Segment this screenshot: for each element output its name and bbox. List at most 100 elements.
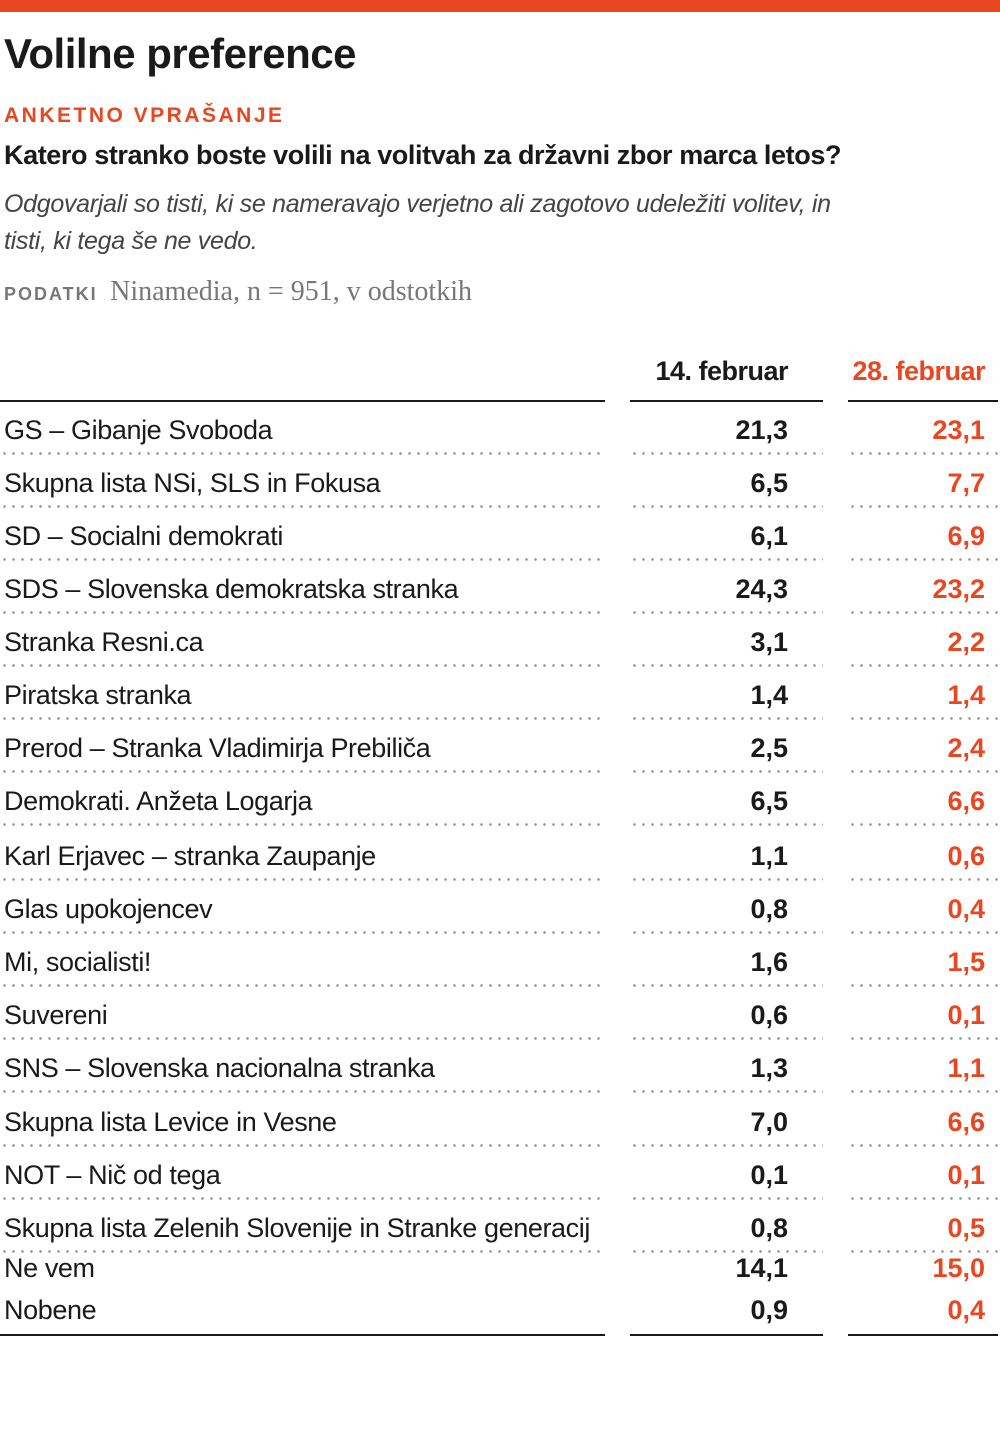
table-row: Skupna lista Levice in Vesne 7,0 6,6 — [0, 1093, 1000, 1147]
row-divider — [848, 505, 998, 508]
header-rule-party — [0, 400, 605, 402]
row-divider — [0, 878, 605, 881]
row-divider — [848, 878, 998, 881]
row-divider — [0, 1090, 605, 1093]
row-divider — [848, 1037, 998, 1040]
row-divider — [630, 1090, 823, 1093]
value-14-feb: 6,5 — [750, 468, 788, 498]
party-label: Prerod – Stranka Vladimirja Prebiliča — [4, 733, 431, 763]
row-divider — [848, 558, 998, 561]
value-28-feb: 2,2 — [947, 627, 985, 657]
table-row: SDS – Slovenska demokratska stranka 24,3 2… — [0, 561, 1000, 614]
header-rule-col1 — [630, 400, 823, 402]
value-28-feb: 7,7 — [947, 468, 985, 498]
row-divider — [630, 1250, 823, 1253]
row-divider — [0, 1144, 605, 1147]
value-14-feb: 2,5 — [750, 733, 788, 763]
table-row: Skupna lista NSi, SLS in Fokusa 6,5 7,7 — [0, 455, 1000, 508]
party-label: Karl Erjavec – stranka Zaupanje — [4, 841, 376, 871]
table-row: Prerod – Stranka Vladimirja Prebiliča 2,5… — [0, 720, 1000, 773]
bottom-rule-party — [0, 1334, 605, 1336]
value-28-feb: 0,4 — [947, 1295, 985, 1325]
top-accent-bar — [0, 0, 1000, 12]
row-divider — [630, 823, 823, 826]
row-divider — [630, 931, 823, 934]
column-header-14-feb: 14. februar — [655, 356, 788, 386]
party-label: Skupna lista Zelenih Slovenije in Strank… — [4, 1213, 590, 1243]
row-divider — [0, 558, 605, 561]
value-14-feb: 0,8 — [750, 894, 788, 924]
party-label: SD – Socialni demokrati — [4, 521, 283, 551]
party-label: Glas upokojencev — [4, 894, 213, 924]
row-divider — [630, 717, 823, 720]
value-14-feb: 0,9 — [750, 1295, 788, 1325]
table-row: Glas upokojencev 0,8 0,4 — [0, 881, 1000, 934]
row-divider — [848, 664, 998, 667]
value-28-feb: 23,1 — [932, 415, 985, 445]
row-divider — [630, 1037, 823, 1040]
table-row: Piratska stranka 1,4 1,4 — [0, 667, 1000, 720]
table-row: Stranka Resni.ca 3,1 2,2 — [0, 614, 1000, 667]
value-14-feb: 1,6 — [750, 947, 788, 977]
chart-title: Volilne preference — [4, 30, 357, 77]
value-14-feb: 1,4 — [750, 680, 788, 710]
party-label: Demokrati. Anžeta Logarja — [4, 786, 313, 816]
value-14-feb: 3,1 — [750, 627, 788, 657]
row-divider — [0, 505, 605, 508]
row-divider — [630, 611, 823, 614]
value-28-feb: 0,4 — [947, 894, 985, 924]
table-row: Suvereni 0,6 0,1 — [0, 987, 1000, 1040]
source-label: PODATKI — [4, 284, 98, 304]
party-label: NOT – Nič od tega — [4, 1160, 221, 1190]
table-row: NOT – Nič od tega 0,1 0,1 — [0, 1147, 1000, 1200]
kicker: ANKETNO VPRAŠANJE — [4, 104, 285, 127]
row-divider — [848, 717, 998, 720]
party-label: Ne vem — [4, 1253, 95, 1283]
header-rule-col2 — [848, 400, 998, 402]
value-14-feb: 0,8 — [750, 1213, 788, 1243]
value-28-feb: 0,5 — [947, 1213, 985, 1243]
row-divider — [848, 452, 998, 455]
source-text: Ninamedia, n = 951, v odstotkih — [110, 276, 472, 307]
party-label: Skupna lista Levice in Vesne — [4, 1107, 337, 1137]
row-divider — [0, 984, 605, 987]
table-row: GS – Gibanje Svoboda 21,3 23,1 — [0, 403, 1000, 455]
row-divider — [0, 1250, 605, 1253]
row-divider — [630, 770, 823, 773]
party-label: SDS – Slovenska demokratska stranka — [4, 574, 459, 604]
value-28-feb: 6,6 — [947, 1107, 985, 1137]
table-row: Ne vem 14,1 15,0 — [0, 1253, 1000, 1293]
value-28-feb: 6,6 — [947, 786, 985, 816]
row-divider — [630, 558, 823, 561]
table-row: Demokrati. Anžeta Logarja 6,5 6,6 — [0, 773, 1000, 826]
row-divider — [0, 717, 605, 720]
value-28-feb: 0,6 — [947, 841, 985, 871]
bottom-rule-col2 — [848, 1334, 998, 1336]
party-label: GS – Gibanje Svoboda — [4, 415, 273, 445]
party-label: SNS – Slovenska nacionalna stranka — [4, 1053, 435, 1083]
value-14-feb: 6,1 — [750, 521, 788, 551]
bottom-rule-col1 — [630, 1334, 823, 1336]
value-14-feb: 21,3 — [735, 415, 788, 445]
value-14-feb: 14,1 — [735, 1253, 788, 1283]
row-divider — [0, 611, 605, 614]
row-divider — [848, 770, 998, 773]
value-28-feb: 2,4 — [947, 733, 985, 763]
column-header-28-feb: 28. februar — [852, 356, 985, 386]
row-divider — [0, 823, 605, 826]
value-14-feb: 0,1 — [750, 1160, 788, 1190]
party-label: Skupna lista NSi, SLS in Fokusa — [4, 468, 381, 498]
row-divider — [630, 878, 823, 881]
row-divider — [0, 770, 605, 773]
row-divider — [630, 452, 823, 455]
value-28-feb: 1,4 — [947, 680, 985, 710]
row-divider — [848, 984, 998, 987]
value-28-feb: 0,1 — [947, 1160, 985, 1190]
row-divider — [0, 452, 605, 455]
table-row: Nobene 0,9 0,4 — [0, 1293, 1000, 1335]
row-divider — [0, 931, 605, 934]
party-label: Piratska stranka — [4, 680, 192, 710]
value-28-feb: 15,0 — [932, 1253, 985, 1283]
survey-question: Katero stranko boste volili na volitvah … — [4, 140, 842, 170]
value-14-feb: 0,6 — [750, 1000, 788, 1030]
